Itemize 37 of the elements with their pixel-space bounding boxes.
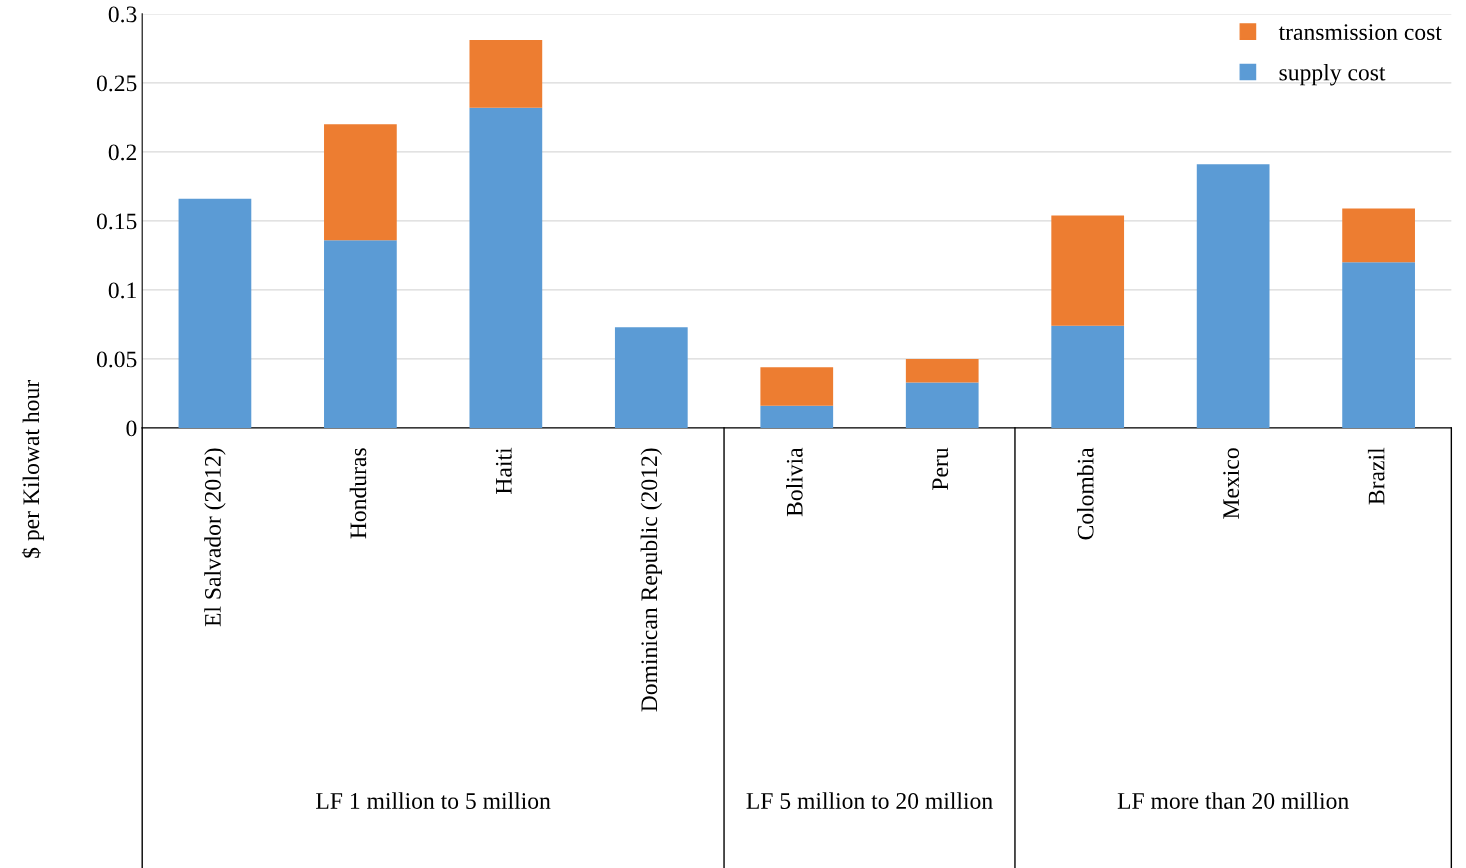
bar: [905, 382, 979, 428]
bar: [1051, 325, 1125, 428]
text: LF 1 million to 5 million: [316, 792, 551, 809]
x-tick-label: Honduras: [349, 448, 367, 539]
text: LF more than 20 million: [1117, 792, 1349, 809]
x-tick-label: Bolivia: [786, 447, 803, 517]
bar: [324, 124, 397, 241]
text: LF 5 million to 20 million: [746, 792, 993, 809]
x-tick-label: Colombia: [1076, 447, 1094, 540]
y-tick-label: 0.1: [108, 282, 136, 299]
x-tick-label: Haiti: [495, 447, 512, 494]
bar: [760, 367, 834, 406]
x-tick-label: Dominican Republic (2012): [640, 448, 663, 712]
bar: [614, 327, 688, 428]
y-tick-label: 0.25: [96, 75, 137, 92]
y-tick-label: 0.15: [96, 213, 137, 230]
x-tick-label: Peru: [932, 447, 949, 490]
y-tick-label: 0.2: [108, 144, 137, 161]
bar: [324, 240, 397, 428]
x-tick-label: Brazil: [1367, 447, 1385, 505]
bar: [178, 198, 252, 428]
legend-label: supply cost: [1279, 63, 1386, 86]
y-tick-label: 0.05: [96, 351, 137, 368]
x-tick-label: Mexico: [1223, 448, 1240, 519]
bar: [760, 405, 834, 428]
bar: [1342, 262, 1415, 428]
bar: [469, 40, 543, 108]
bar: [469, 107, 543, 428]
bar: [1196, 164, 1270, 428]
y-tick-label: 0.3: [108, 6, 137, 23]
bar: [1342, 208, 1415, 263]
x-tick-label: El Salvador (2012): [204, 448, 226, 627]
y-tick-label: 0: [126, 420, 137, 437]
legend-label: transmission cost: [1278, 24, 1442, 41]
bar: [1051, 215, 1125, 326]
y-axis-title: $ per Kilowat hour: [21, 380, 45, 558]
bar: [905, 358, 979, 383]
